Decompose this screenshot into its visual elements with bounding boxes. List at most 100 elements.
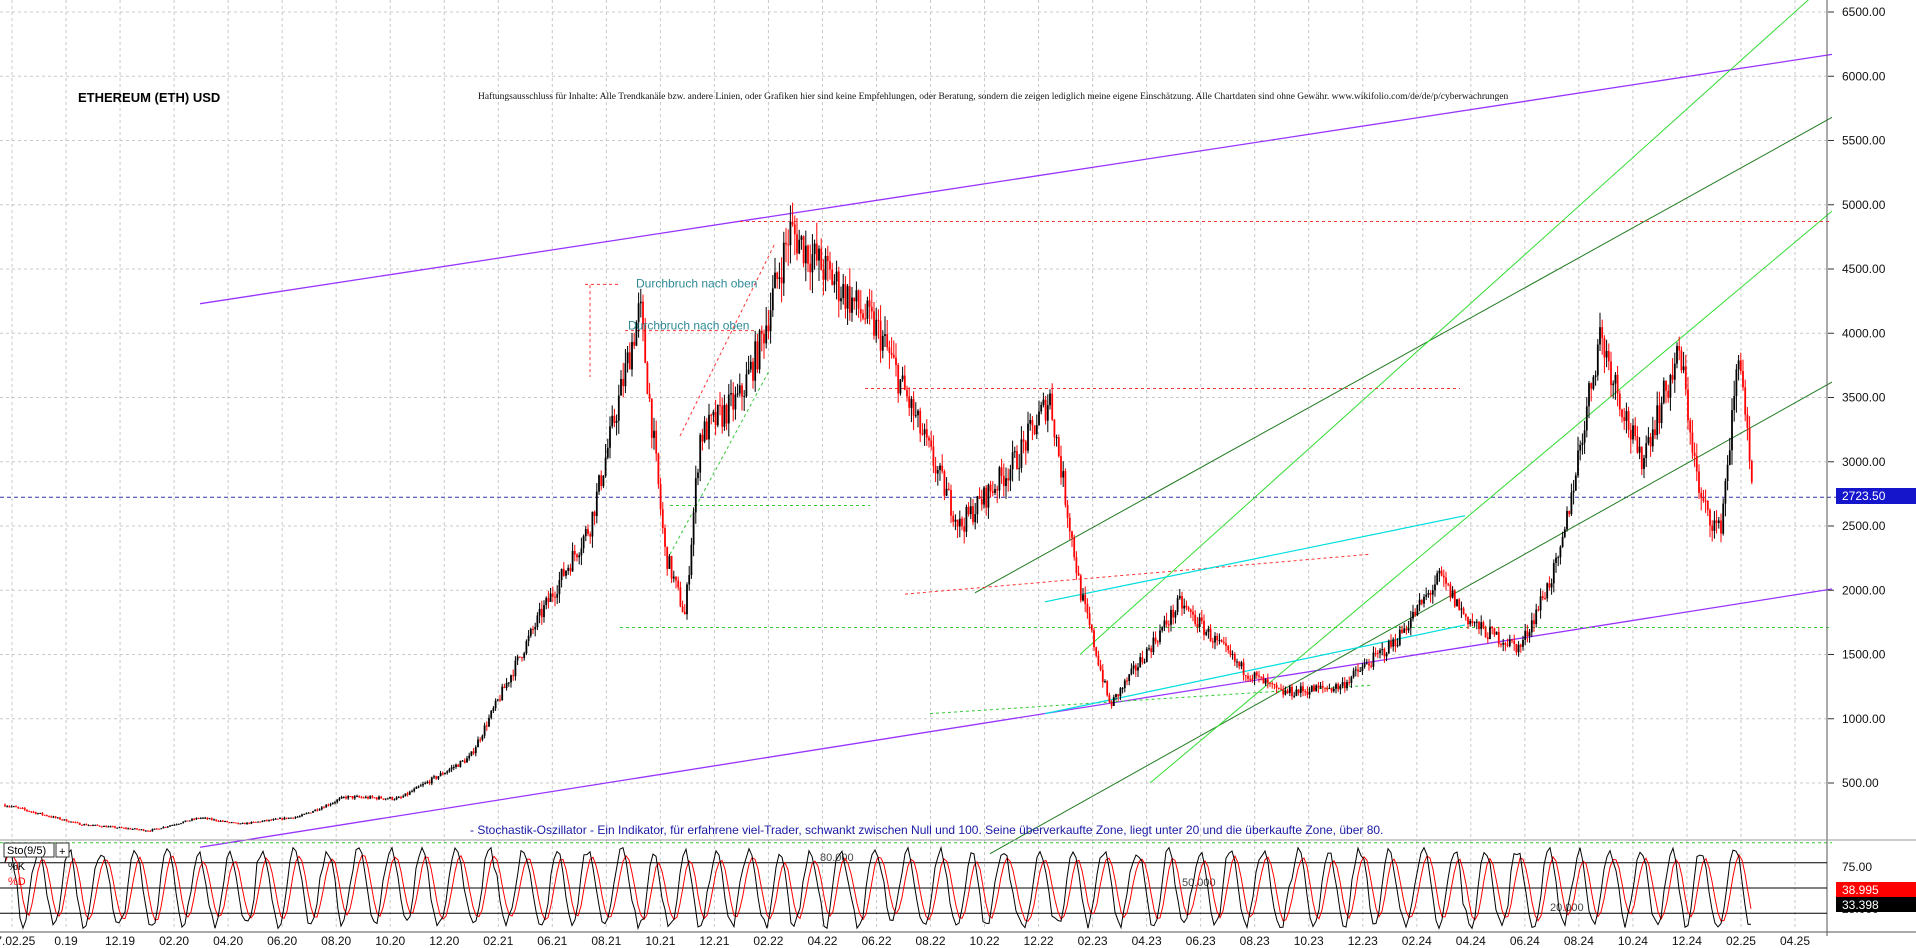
candle-body <box>1489 626 1491 639</box>
candle-body <box>52 816 55 818</box>
candle-body <box>1570 492 1573 515</box>
candle-body <box>243 823 246 825</box>
annotation-layer: Durchbruch nach oben Durchbruch nach oben <box>628 276 757 332</box>
candle-body <box>802 236 805 264</box>
candle-body <box>197 817 200 819</box>
candle-body <box>1478 621 1480 630</box>
candle-body <box>525 641 528 654</box>
candle-body <box>1090 625 1093 631</box>
candle-body <box>1220 640 1223 642</box>
candle-body <box>1645 443 1648 459</box>
candle-body <box>1112 697 1115 706</box>
oscillator-collapse-button[interactable] <box>55 842 70 858</box>
candle-body <box>826 256 829 262</box>
candle-body <box>1350 676 1353 683</box>
candle-body <box>334 802 336 804</box>
candle-body <box>296 816 299 818</box>
candle-body <box>483 725 486 736</box>
candle-body <box>1471 620 1474 623</box>
candle-body <box>782 242 785 284</box>
candle-body <box>166 826 169 828</box>
stochastic-note: - Stochastik-Oszillator - Ein Indikator,… <box>470 823 1383 837</box>
x-tick-label: 04.25 <box>1780 934 1810 948</box>
candle-body <box>947 488 950 490</box>
candle-body <box>408 791 411 795</box>
oscillator-collapse-icon[interactable]: + <box>59 846 65 858</box>
candle-body <box>1423 596 1425 604</box>
x-tick-label: 02.24 <box>1402 934 1432 948</box>
candle-body <box>598 475 600 492</box>
candle-body <box>342 796 345 798</box>
candle-body <box>734 394 737 410</box>
candle-body <box>1117 694 1120 697</box>
y-tick-label: 5000.00 <box>1842 198 1886 212</box>
candle-body <box>1396 645 1399 647</box>
candle-body <box>1079 575 1082 601</box>
candle-body <box>679 587 682 607</box>
chart-title: ETHEREUM (ETH) USD <box>78 90 220 105</box>
candle-body <box>1291 686 1293 697</box>
candle-body <box>382 798 385 800</box>
cyan-upper-line <box>1044 515 1466 603</box>
candle-body <box>983 487 985 505</box>
candle-body <box>589 533 592 537</box>
candle-body <box>323 807 325 809</box>
candle-body <box>518 656 521 658</box>
candle-body <box>1555 557 1557 563</box>
candle-body <box>644 324 647 363</box>
candle-body <box>1264 679 1267 684</box>
candle-body <box>1561 536 1564 547</box>
candle-body <box>15 806 17 808</box>
candle-body <box>41 812 44 815</box>
candle-body <box>395 797 398 800</box>
candle-body <box>1460 608 1463 610</box>
candle-body <box>331 802 334 805</box>
candle-body <box>1550 583 1553 588</box>
grid-layer <box>0 0 1826 930</box>
candle-body <box>477 739 479 748</box>
candle-body <box>1579 445 1582 451</box>
candle-body <box>1035 425 1038 435</box>
candle-body <box>516 656 519 661</box>
candle-body <box>749 361 752 370</box>
x-tick-label: 08.21 <box>591 934 621 948</box>
candle-body <box>1618 393 1621 410</box>
candle-body <box>1018 467 1021 469</box>
candle-body <box>70 821 72 823</box>
candle-body <box>1462 608 1465 615</box>
candle-body <box>954 519 957 522</box>
candle-body <box>624 363 627 387</box>
candle-body <box>672 576 675 579</box>
d-last-value-label: 38.995 <box>1842 883 1879 897</box>
candle-body <box>1739 360 1742 372</box>
candle-body <box>1189 609 1192 612</box>
candle-body <box>83 824 86 826</box>
candle-body <box>969 506 972 515</box>
candle-body <box>736 393 739 395</box>
candle-body <box>232 822 235 824</box>
candle-body <box>85 824 88 826</box>
candle-body <box>1233 654 1236 662</box>
candle-body <box>1647 436 1650 444</box>
candle-body <box>1104 681 1106 683</box>
candle-body <box>1284 690 1287 695</box>
candle-body <box>1332 688 1335 692</box>
candle-body <box>1621 409 1623 418</box>
candle-body <box>1066 504 1069 518</box>
candle-body <box>1240 662 1243 667</box>
candle-body <box>96 824 99 826</box>
candle-body <box>1700 492 1703 499</box>
candle-body <box>1088 613 1091 626</box>
candle-body <box>433 776 435 778</box>
candle-body <box>1211 641 1214 643</box>
candle-body <box>455 764 457 768</box>
candle-body <box>1394 639 1397 647</box>
channel-upper-line <box>199 53 1833 305</box>
candle-body <box>1207 628 1210 632</box>
candle-body <box>1572 490 1575 493</box>
candle-body <box>987 484 990 508</box>
candle-body <box>67 821 70 823</box>
candle-body <box>1662 380 1665 403</box>
candle-body <box>890 352 893 355</box>
candle-body <box>1403 628 1406 633</box>
